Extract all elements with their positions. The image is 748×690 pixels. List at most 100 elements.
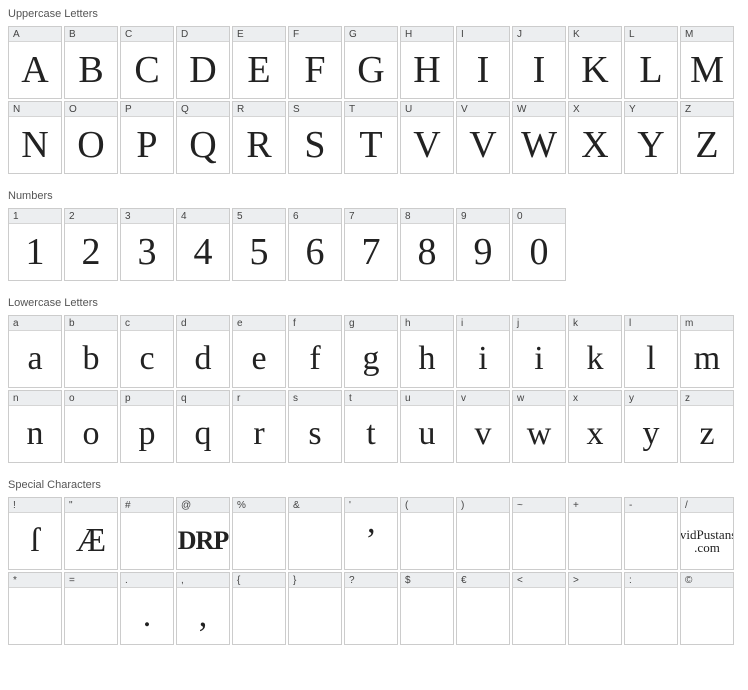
glyph-cell[interactable]: 00 [512, 208, 566, 281]
glyph-cell[interactable]: ww [512, 390, 566, 463]
glyph-cell[interactable]: '’ [344, 497, 398, 570]
glyph-cell[interactable]: UV [400, 101, 454, 174]
glyph-cell[interactable]: < [512, 572, 566, 645]
glyph-cell[interactable]: PP [120, 101, 174, 174]
glyph-cell[interactable]: .. [120, 572, 174, 645]
glyph-cell[interactable]: 33 [120, 208, 174, 281]
glyph-cell[interactable]: = [64, 572, 118, 645]
glyph-cell[interactable]: 99 [456, 208, 510, 281]
glyph-cell[interactable]: kk [568, 315, 622, 388]
glyph-cell[interactable]: FF [288, 26, 342, 99]
glyph-cell[interactable]: xx [568, 390, 622, 463]
cell-label: J [513, 27, 565, 42]
glyph-cell[interactable]: gg [344, 315, 398, 388]
glyph-cell[interactable]: AA [8, 26, 62, 99]
glyph-cell[interactable]: HH [400, 26, 454, 99]
glyph-cell[interactable]: 22 [64, 208, 118, 281]
glyph-cell[interactable]: ii [456, 315, 510, 388]
glyph-cell[interactable]: ~ [512, 497, 566, 570]
glyph-cell[interactable]: © [680, 572, 734, 645]
glyph-cell[interactable]: 44 [176, 208, 230, 281]
glyph-cell[interactable]: EE [232, 26, 286, 99]
glyph-cell[interactable]: 55 [232, 208, 286, 281]
glyph-cell[interactable]: : [624, 572, 678, 645]
glyph-cell[interactable]: * [8, 572, 62, 645]
glyph-cell[interactable]: CC [120, 26, 174, 99]
glyph-cell[interactable]: > [568, 572, 622, 645]
glyph-cell[interactable]: € [456, 572, 510, 645]
glyph-cell[interactable]: - [624, 497, 678, 570]
glyph-cell[interactable]: ji [512, 315, 566, 388]
glyph-cell[interactable]: ? [344, 572, 398, 645]
cell-label: i [457, 316, 509, 331]
glyph-cell[interactable]: MM [680, 26, 734, 99]
glyph-cell[interactable]: ee [232, 315, 286, 388]
glyph-cell[interactable]: GG [344, 26, 398, 99]
glyph-cell[interactable]: cc [120, 315, 174, 388]
glyph-cell[interactable]: aa [8, 315, 62, 388]
glyph-cell[interactable]: uu [400, 390, 454, 463]
glyph-cell[interactable]: rr [232, 390, 286, 463]
glyph-cell[interactable]: ( [400, 497, 454, 570]
cell-label: U [401, 102, 453, 117]
cell-label: t [345, 391, 397, 406]
glyph-cell[interactable]: 11 [8, 208, 62, 281]
glyph-cell[interactable]: } [288, 572, 342, 645]
glyph-cell[interactable]: 88 [400, 208, 454, 281]
glyph-cell[interactable]: oo [64, 390, 118, 463]
glyph-cell[interactable]: $ [400, 572, 454, 645]
glyph-cell[interactable]: ss [288, 390, 342, 463]
glyph-cell[interactable]: SS [288, 101, 342, 174]
glyph-cell[interactable]: 66 [288, 208, 342, 281]
glyph-cell[interactable]: DD [176, 26, 230, 99]
section: Special Characters!ſ"Æ#@DRP%&'’()~+-/Dav… [8, 479, 740, 647]
cell-label: © [681, 573, 733, 588]
glyph-cell[interactable]: @DRP [176, 497, 230, 570]
glyph-cell[interactable]: XX [568, 101, 622, 174]
glyph-cell[interactable]: zz [680, 390, 734, 463]
glyph-cell[interactable]: BB [64, 26, 118, 99]
glyph-cell[interactable]: tt [344, 390, 398, 463]
glyph-cell[interactable]: { [232, 572, 286, 645]
glyph-cell[interactable]: OO [64, 101, 118, 174]
glyph-cell[interactable]: WW [512, 101, 566, 174]
glyph-cell[interactable]: ) [456, 497, 510, 570]
glyph-cell[interactable]: LL [624, 26, 678, 99]
glyph-cell[interactable]: ff [288, 315, 342, 388]
glyph-cell[interactable]: ll [624, 315, 678, 388]
glyph-cell[interactable]: qq [176, 390, 230, 463]
cell-glyph: b [65, 331, 117, 387]
glyph-cell[interactable]: YY [624, 101, 678, 174]
cell-glyph [569, 588, 621, 644]
glyph-cell[interactable]: pp [120, 390, 174, 463]
glyph-cell[interactable]: II [456, 26, 510, 99]
cell-label: ? [345, 573, 397, 588]
glyph-cell[interactable]: ,, [176, 572, 230, 645]
cell-glyph: f [289, 331, 341, 387]
glyph-cell[interactable]: yy [624, 390, 678, 463]
glyph-cell[interactable]: "Æ [64, 497, 118, 570]
glyph-cell[interactable]: QQ [176, 101, 230, 174]
glyph-cell[interactable]: TT [344, 101, 398, 174]
glyph-cell[interactable]: 77 [344, 208, 398, 281]
glyph-cell[interactable]: VV [456, 101, 510, 174]
glyph-cell[interactable]: % [232, 497, 286, 570]
cell-label: H [401, 27, 453, 42]
glyph-cell[interactable]: bb [64, 315, 118, 388]
glyph-cell[interactable]: & [288, 497, 342, 570]
glyph-cell[interactable]: mm [680, 315, 734, 388]
glyph-cell[interactable]: + [568, 497, 622, 570]
glyph-cell[interactable]: RR [232, 101, 286, 174]
glyph-cell[interactable]: KK [568, 26, 622, 99]
glyph-cell[interactable]: nn [8, 390, 62, 463]
cell-label: L [625, 27, 677, 42]
glyph-cell[interactable]: !ſ [8, 497, 62, 570]
glyph-cell[interactable]: dd [176, 315, 230, 388]
glyph-cell[interactable]: hh [400, 315, 454, 388]
glyph-cell[interactable]: JI [512, 26, 566, 99]
glyph-cell[interactable]: # [120, 497, 174, 570]
glyph-cell[interactable]: ZZ [680, 101, 734, 174]
glyph-cell[interactable]: /DavidPustansky .com [680, 497, 734, 570]
glyph-cell[interactable]: vv [456, 390, 510, 463]
glyph-cell[interactable]: NN [8, 101, 62, 174]
